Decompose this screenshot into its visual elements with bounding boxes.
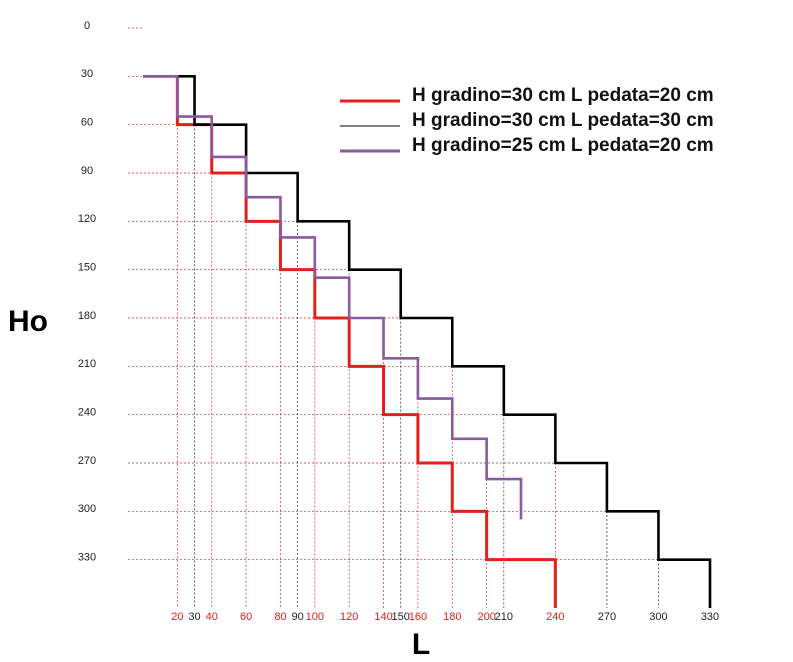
x-tick-label: 20 — [171, 611, 183, 623]
x-tick-label: 90 — [292, 611, 304, 623]
y-tick-label: 240 — [78, 407, 96, 419]
legend-label: H gradino=30 cm L pedata=20 cm — [412, 85, 714, 106]
x-tick-label: 200 — [477, 611, 495, 623]
x-tick-label: 120 — [340, 611, 358, 623]
x-tick-label: 150 — [392, 611, 410, 623]
y-axis-title: Ho — [8, 305, 48, 338]
y-tick-label: 300 — [78, 503, 96, 515]
y-tick-label: 210 — [78, 358, 96, 370]
y-tick-label: 120 — [78, 213, 96, 225]
x-tick-label: 100 — [306, 611, 324, 623]
x-tick-label: 240 — [546, 611, 564, 623]
x-tick-label: 270 — [598, 611, 616, 623]
x-tick-label: 330 — [701, 611, 719, 623]
y-tick-label: 30 — [81, 68, 93, 80]
step-line — [175, 76, 557, 608]
x-tick-label: 160 — [409, 611, 427, 623]
y-tick-label: 0 — [84, 20, 90, 32]
x-tick-label: 80 — [274, 611, 286, 623]
legend-label: H gradino=30 cm L pedata=30 cm — [412, 110, 714, 131]
x-tick-label: 300 — [649, 611, 667, 623]
x-tick-label: 140 — [374, 611, 392, 623]
y-tick-label: 270 — [78, 455, 96, 467]
y-tick-label: 330 — [78, 552, 96, 564]
x-tick-label: 180 — [443, 611, 461, 623]
x-axis-title: L — [412, 628, 430, 661]
legend-label: H gradino=25 cm L pedata=20 cm — [412, 135, 714, 156]
y-tick-label: 180 — [78, 310, 96, 322]
x-tick-label: 30 — [188, 611, 200, 623]
x-tick-label: 60 — [240, 611, 252, 623]
y-tick-label: 60 — [81, 117, 93, 129]
y-tick-label: 150 — [78, 262, 96, 274]
x-tick-label: 210 — [495, 611, 513, 623]
x-tick-label: 40 — [206, 611, 218, 623]
step-line — [143, 75, 523, 520]
y-tick-label: 90 — [81, 165, 93, 177]
